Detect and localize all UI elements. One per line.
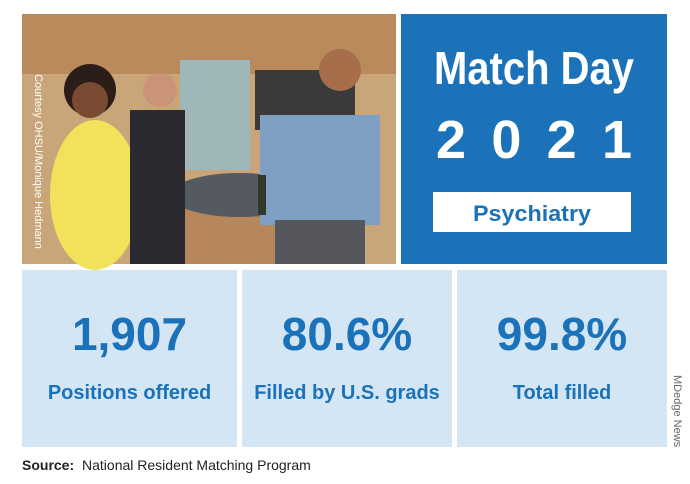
stat-box [242,270,452,447]
stat-label: Positions offered [48,382,211,404]
photo-credit: Courtesy OHSU/Monique Hedmann [32,74,44,249]
stat-value: 1,907 [72,308,187,360]
stat-value: 99.8% [497,308,627,360]
stat-label: Total filled [513,382,612,404]
specialty-box [433,192,631,232]
photo [22,14,396,270]
stat-label: Filled by U.S. grads [254,382,440,404]
stats: 1,907 Positions offered 80.6% Filled by U.S… [22,270,667,447]
source: Source: National Resident Matching Progr… [22,457,311,473]
stat-box [22,270,237,447]
specialty: Psychiatry [473,201,592,226]
source-label: Source: [22,457,74,473]
side-credit: MDedge News [671,375,683,448]
stat-box [457,270,667,447]
title: Match Day [434,42,634,94]
source-text: National Resident Matching Program [82,457,311,473]
stat-value: 80.6% [282,308,412,360]
